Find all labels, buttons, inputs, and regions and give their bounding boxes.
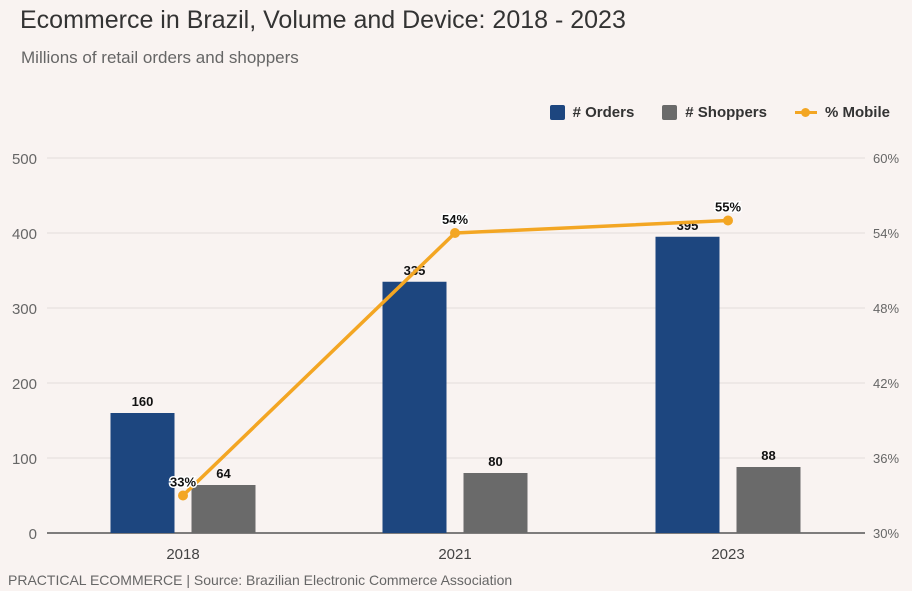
shoppers-data-label: 64 <box>216 466 231 481</box>
mobile-data-label: 33% <box>170 475 196 490</box>
orders-data-label: 395 <box>677 218 699 233</box>
chart-legend: # Orders # Shoppers % Mobile <box>549 104 890 121</box>
shoppers-data-label: 80 <box>488 454 502 469</box>
orders-bar <box>655 236 720 533</box>
y-left-tick-label: 500 <box>12 151 37 168</box>
y-left-tick-label: 0 <box>29 526 37 543</box>
mobile-data-label: 55% <box>715 200 741 215</box>
chart-title: Ecommerce in Brazil, Volume and Device: … <box>20 6 626 34</box>
legend-item-mobile[interactable]: % Mobile <box>794 104 890 121</box>
orders-bar <box>110 413 175 533</box>
shoppers-bar <box>736 467 801 533</box>
legend-label-shoppers: # Shoppers <box>685 104 767 121</box>
y-right-tick-label: 30% <box>873 526 899 541</box>
y-right-tick-label: 42% <box>873 376 899 391</box>
orders-bar <box>382 281 447 533</box>
legend-item-orders[interactable]: # Orders <box>549 104 635 121</box>
legend-label-orders: # Orders <box>572 104 635 121</box>
mobile-point <box>178 490 188 501</box>
y-left-tick-label: 100 <box>12 451 37 468</box>
mobile-point <box>723 215 733 226</box>
legend-label-mobile: % Mobile <box>824 104 890 121</box>
y-right-tick-label: 36% <box>873 451 899 466</box>
shoppers-bar <box>191 485 256 533</box>
y-left-tick-label: 200 <box>12 376 37 393</box>
x-tick-label: 2021 <box>438 546 471 563</box>
mobile-line <box>181 218 729 497</box>
shoppers-bar <box>463 473 528 533</box>
x-tick-label: 2023 <box>711 546 744 563</box>
x-tick-label: 2018 <box>166 546 199 563</box>
mobile-data-label: 54% <box>442 212 468 227</box>
legend-item-shoppers[interactable]: # Shoppers <box>662 104 767 121</box>
chart-subtitle: Millions of retail orders and shoppers <box>21 48 299 67</box>
mobile-line-marker-icon <box>794 105 817 120</box>
source-footer: PRACTICAL ECOMMERCE | Source: Brazilian … <box>8 572 513 588</box>
y-right-tick-label: 48% <box>873 301 899 316</box>
orders-data-label: 160 <box>132 394 154 409</box>
y-left-tick-label: 400 <box>12 226 37 243</box>
shoppers-data-label: 88 <box>761 448 775 463</box>
mobile-point <box>450 228 460 238</box>
y-left-tick-label: 300 <box>12 301 37 318</box>
y-right-tick-label: 60% <box>873 151 899 166</box>
y-right-tick-label: 54% <box>873 226 899 241</box>
shoppers-swatch-icon <box>662 105 678 120</box>
orders-swatch-icon <box>549 105 565 120</box>
